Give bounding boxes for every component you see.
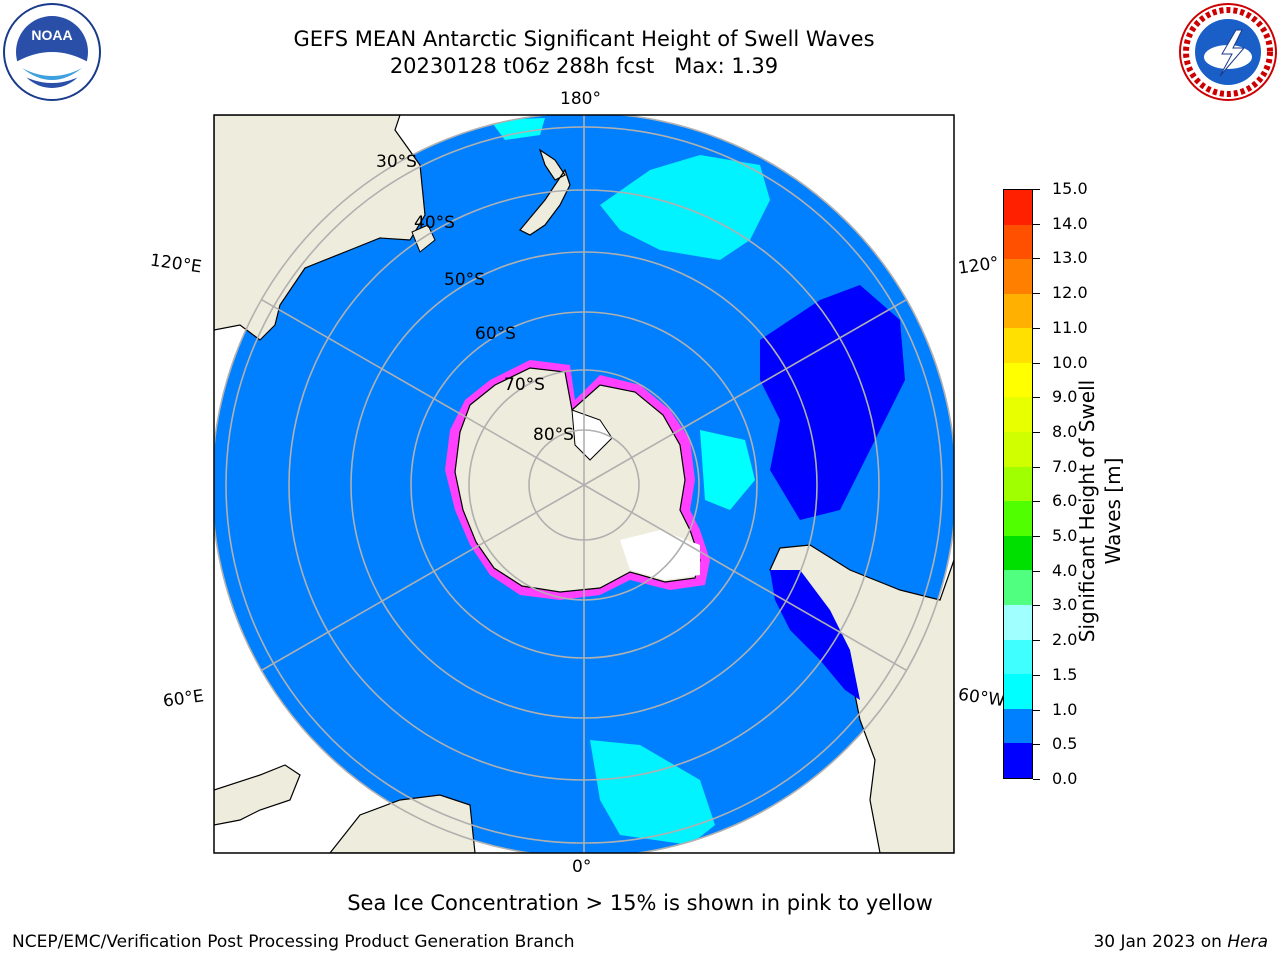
colorbar-tick-mark [1033, 674, 1040, 676]
lat-label-60s: 60°S [475, 324, 516, 344]
footer-branch: NCEP/EMC/Verification Post Processing Pr… [12, 932, 575, 952]
colorbar-tick-mark [1033, 536, 1040, 538]
weddell-ice [620, 530, 700, 580]
colorbar-band [1004, 397, 1032, 433]
colorbar-tick-label: 12.0 [1052, 283, 1088, 303]
colorbar [1003, 189, 1033, 779]
lon-label-0: 0° [572, 857, 592, 877]
colorbar-band [1004, 362, 1032, 398]
colorbar-tick-mark [1033, 605, 1040, 607]
land-tasmania [411, 224, 436, 253]
colorbar-band [1004, 570, 1032, 605]
colorbar-tick-label: 5.0 [1052, 526, 1078, 546]
noaa-logo: NOAA [3, 3, 101, 101]
lat-label-40s: 40°S [414, 213, 455, 233]
noaa-logo-text: NOAA [31, 27, 72, 43]
colorbar-tick-mark [1033, 397, 1040, 399]
colorbar-tick-mark [1033, 258, 1040, 260]
chart-title: GEFS MEAN Antarctic Significant Height o… [293, 27, 875, 51]
colorbar-tick-mark [1033, 223, 1040, 225]
colorbar-tick-mark [1033, 189, 1040, 190]
colorbar-tick-mark [1033, 570, 1040, 572]
colorbar-tick-label: 1.5 [1052, 664, 1078, 684]
colorbar-band [1004, 293, 1032, 329]
footer-host: Hera [1227, 932, 1268, 952]
lon-label-180: 180° [560, 89, 601, 109]
colorbar-band [1004, 674, 1032, 709]
colorbar-tick-label: 9.0 [1052, 387, 1078, 407]
colorbar-label: Significant Height of Swell Waves [m] [1075, 379, 1125, 643]
land-new-zealand [519, 148, 571, 236]
colorbar-tick-mark [1033, 327, 1040, 329]
footer-date: 30 Jan 2023 on Hera [1093, 932, 1268, 952]
colorbar-tick-label: 0.0 [1052, 769, 1078, 788]
colorbar-band [1004, 432, 1032, 467]
colorbar-tick-label: 8.0 [1052, 421, 1078, 441]
swell-low-near-sa [770, 570, 860, 700]
colorbar-band [1004, 639, 1032, 675]
colorbar-band [1004, 224, 1032, 260]
colorbar-band [1004, 535, 1032, 571]
colorbar-tick-label: 1.0 [1052, 699, 1078, 719]
colorbar-tick-label: 6.0 [1052, 491, 1078, 511]
swell-low-east-pacific [760, 285, 905, 520]
colorbar-tick-mark [1033, 431, 1040, 433]
colorbar-band [1004, 190, 1032, 225]
lat-label-50s: 50°S [444, 270, 485, 290]
colorbar-tick-mark [1033, 744, 1040, 746]
sea-ice-note: Sea Ice Concentration > 15% is shown in … [347, 891, 933, 915]
swell-cyan-north-small [490, 118, 545, 140]
lat-label-30s: 30°S [376, 152, 417, 172]
colorbar-band [1004, 743, 1032, 778]
colorbar-band [1004, 466, 1032, 502]
land-africa-lower [214, 764, 301, 826]
colorbar-tick-mark [1033, 501, 1040, 503]
swell-cyan-south [590, 740, 715, 845]
colorbar-band [1004, 328, 1032, 363]
colorbar-tick-label: 2.0 [1052, 630, 1078, 650]
graticule [214, 115, 954, 853]
colorbar-tick-label: 7.0 [1052, 456, 1078, 476]
colorbar-tick-mark [1033, 293, 1040, 295]
colorbar-tick-label: 10.0 [1052, 352, 1088, 372]
chart-subtitle: 20230128 t06z 288h fcst Max: 1.39 [389, 54, 779, 78]
colorbar-tick-mark [1033, 640, 1040, 642]
colorbar-tick-mark [1033, 779, 1040, 780]
colorbar-tick-mark [1033, 466, 1040, 468]
colorbar-tick-mark [1033, 709, 1040, 711]
colorbar-band [1004, 501, 1032, 536]
colorbar-band [1004, 259, 1032, 294]
swell-cyan-east [700, 430, 755, 510]
lat-label-70s: 70°S [504, 375, 545, 395]
colorbar-tick-label: 3.0 [1052, 595, 1078, 615]
colorbar-tick-label: 15.0 [1052, 179, 1088, 198]
footer-date-text: 30 Jan 2023 on [1093, 932, 1228, 952]
lat-label-80s: 80°S [533, 425, 574, 445]
nws-logo [1179, 3, 1277, 101]
colorbar-tick-label: 4.0 [1052, 560, 1078, 580]
colorbar-band [1004, 604, 1032, 640]
colorbar-tick-label: 13.0 [1052, 248, 1088, 268]
colorbar-tick-label: 14.0 [1052, 213, 1088, 233]
colorbar-tick-mark [1033, 362, 1040, 364]
colorbar-tick-label: 11.0 [1052, 317, 1088, 337]
colorbar-band [1004, 708, 1032, 744]
ross-ice-shelf [571, 409, 613, 461]
colorbar-tick-label: 0.5 [1052, 734, 1078, 754]
